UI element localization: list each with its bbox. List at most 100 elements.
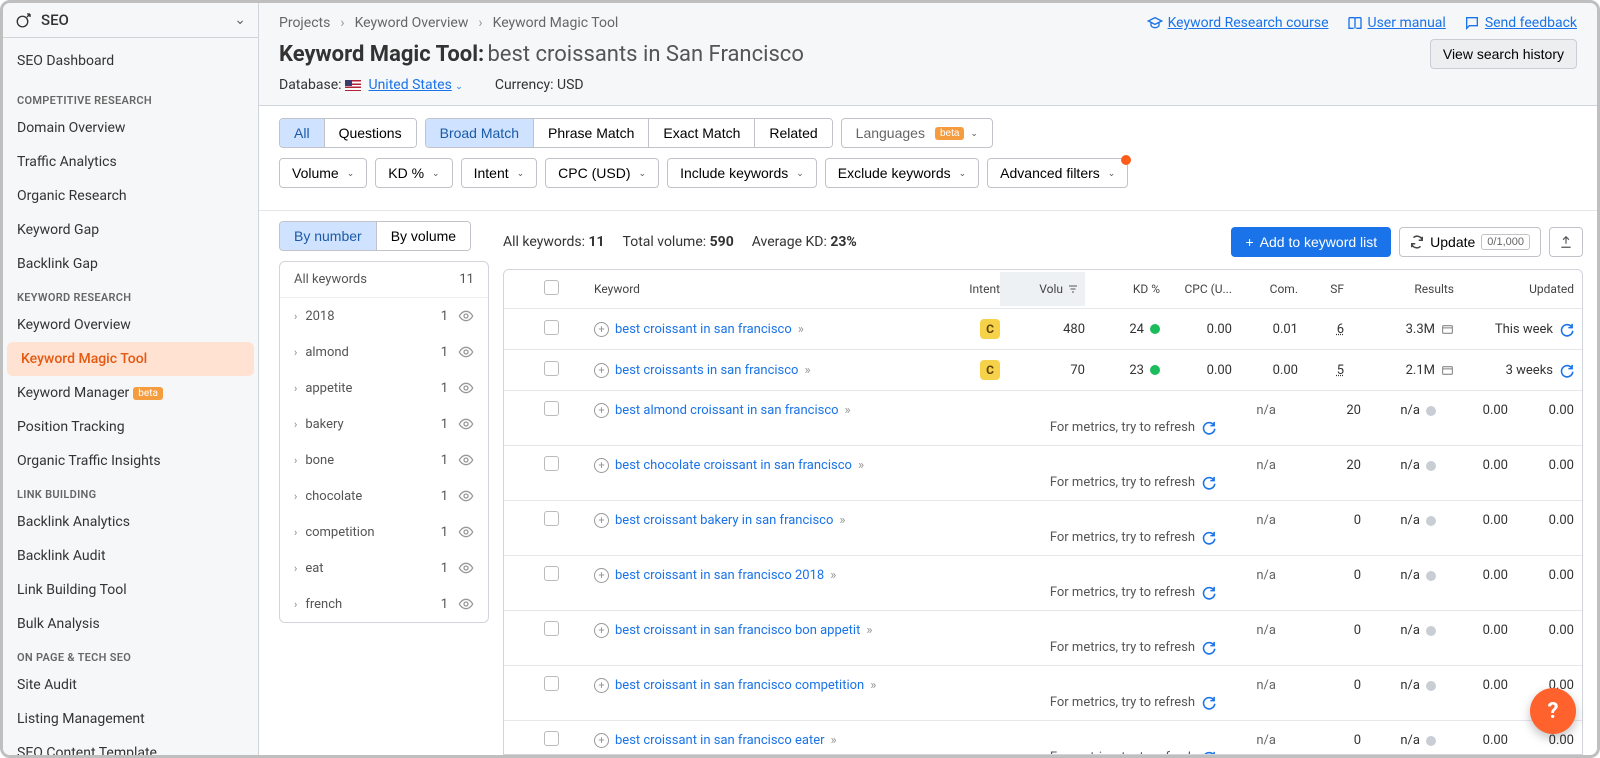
expand-icon[interactable]: » — [845, 403, 851, 418]
refresh-row-button[interactable] — [1201, 420, 1216, 435]
filter-button[interactable]: CPC (USD) ⌄ — [545, 158, 659, 188]
keyword-link[interactable]: +best croissants in san francisco» — [594, 363, 940, 378]
refresh-icon[interactable] — [1201, 420, 1216, 435]
refresh-row-button[interactable] — [1201, 475, 1216, 490]
sidebar-item[interactable]: Backlink Analytics — [3, 505, 258, 539]
eye-icon[interactable] — [458, 344, 474, 360]
col-com[interactable]: Com. — [1232, 282, 1298, 296]
add-icon[interactable]: + — [594, 403, 609, 418]
row-checkbox[interactable] — [544, 401, 559, 416]
col-cpc[interactable]: CPC (U... — [1160, 282, 1232, 296]
top-link[interactable]: User manual — [1347, 15, 1446, 31]
add-to-list-button[interactable]: + Add to keyword list — [1231, 227, 1391, 257]
expand-icon[interactable]: » — [831, 733, 837, 748]
row-checkbox[interactable] — [544, 456, 559, 471]
expand-icon[interactable]: » — [866, 623, 872, 638]
keyword-link[interactable]: +best almond croissant in san francisco» — [594, 403, 1216, 418]
filter-button[interactable]: Advanced filters ⌄ — [987, 158, 1128, 188]
keyword-link[interactable]: +best chocolate croissant in san francis… — [594, 458, 1216, 473]
by-number-button[interactable]: By number — [280, 222, 377, 250]
row-checkbox[interactable] — [544, 621, 559, 636]
by-volume-button[interactable]: By volume — [377, 222, 470, 250]
refresh-icon[interactable] — [1201, 695, 1216, 710]
add-icon[interactable]: + — [594, 513, 609, 528]
select-all-checkbox[interactable] — [544, 280, 559, 295]
add-icon[interactable]: + — [594, 363, 609, 378]
add-icon[interactable]: + — [594, 322, 609, 337]
sidebar-item[interactable]: Organic Research — [3, 179, 258, 213]
eye-icon[interactable] — [458, 416, 474, 432]
expand-icon[interactable]: » — [804, 363, 810, 378]
row-checkbox[interactable] — [544, 676, 559, 691]
sidebar-item[interactable]: Link Building Tool — [3, 573, 258, 607]
tab-phrase[interactable]: Phrase Match — [534, 119, 649, 147]
col-volume[interactable]: Volu — [1000, 272, 1085, 306]
eye-icon[interactable] — [458, 560, 474, 576]
sidebar-section-toggle[interactable]: SEO ⌄ — [3, 3, 258, 38]
group-item[interactable]: ›bakery1 — [280, 406, 488, 442]
eye-icon[interactable] — [458, 488, 474, 504]
keyword-link[interactable]: +best croissant in san francisco» — [594, 322, 940, 337]
top-link[interactable]: Keyword Research course — [1147, 15, 1329, 31]
col-sf[interactable]: SF — [1298, 282, 1344, 296]
refresh-icon[interactable] — [1201, 640, 1216, 655]
row-checkbox[interactable] — [544, 566, 559, 581]
col-results[interactable]: Results — [1344, 282, 1454, 296]
add-icon[interactable]: + — [594, 568, 609, 583]
sidebar-item[interactable]: Backlink Audit — [3, 539, 258, 573]
sidebar-item[interactable]: Keyword Gap — [3, 213, 258, 247]
help-fab[interactable]: ? — [1530, 688, 1576, 734]
expand-icon[interactable]: » — [798, 322, 804, 337]
filter-button[interactable]: Volume ⌄ — [279, 158, 367, 188]
filter-button[interactable]: KD % ⌄ — [375, 158, 452, 188]
sidebar-item[interactable]: Organic Traffic Insights — [3, 444, 258, 478]
group-item[interactable]: ›appetite1 — [280, 370, 488, 406]
keyword-link[interactable]: +best croissant in san francisco 2018» — [594, 568, 1216, 583]
tab-broad[interactable]: Broad Match — [426, 119, 534, 147]
refresh-icon[interactable] — [1201, 585, 1216, 600]
database-link[interactable]: United States — [368, 77, 451, 93]
sidebar-item[interactable]: Backlink Gap — [3, 247, 258, 281]
refresh-icon[interactable] — [1201, 530, 1216, 545]
eye-icon[interactable] — [458, 596, 474, 612]
refresh-row-button[interactable] — [1559, 322, 1574, 337]
sidebar-item[interactable]: Domain Overview — [3, 111, 258, 145]
keyword-link[interactable]: +best croissant bakery in san francisco» — [594, 513, 1216, 528]
expand-icon[interactable]: » — [839, 513, 845, 528]
col-keyword[interactable]: Keyword — [594, 282, 940, 296]
filter-button[interactable]: Intent ⌄ — [461, 158, 538, 188]
keyword-link[interactable]: +best croissant in san francisco eater» — [594, 733, 1216, 748]
eye-icon[interactable] — [458, 452, 474, 468]
add-icon[interactable]: + — [594, 678, 609, 693]
breadcrumb-item[interactable]: Keyword Magic Tool — [493, 15, 619, 31]
refresh-row-button[interactable] — [1201, 695, 1216, 710]
row-checkbox[interactable] — [544, 731, 559, 746]
top-link[interactable]: Send feedback — [1464, 15, 1577, 31]
sidebar-item[interactable]: Listing Management — [3, 702, 258, 736]
eye-icon[interactable] — [458, 308, 474, 324]
expand-icon[interactable]: » — [830, 568, 836, 583]
refresh-row-button[interactable] — [1201, 640, 1216, 655]
group-header[interactable]: All keywords 11 — [280, 262, 488, 298]
col-kd[interactable]: KD % — [1085, 282, 1160, 296]
refresh-row-button[interactable] — [1559, 363, 1574, 378]
refresh-icon[interactable] — [1559, 322, 1574, 337]
col-intent[interactable]: Intent — [940, 282, 1000, 296]
sidebar-item[interactable]: Keyword Magic Tool — [7, 342, 254, 376]
filter-button[interactable]: Include keywords ⌄ — [667, 158, 817, 188]
sidebar-item[interactable]: Site Audit — [3, 668, 258, 702]
tab-related[interactable]: Related — [755, 119, 831, 147]
tab-all[interactable]: All — [280, 119, 325, 147]
group-item[interactable]: ›eat1 — [280, 550, 488, 586]
add-icon[interactable]: + — [594, 623, 609, 638]
refresh-row-button[interactable] — [1201, 585, 1216, 600]
sidebar-item[interactable]: Keyword Overview — [3, 308, 258, 342]
sidebar-item[interactable]: Bulk Analysis — [3, 607, 258, 641]
group-item[interactable]: ›french1 — [280, 586, 488, 622]
add-icon[interactable]: + — [594, 733, 609, 748]
tab-questions[interactable]: Questions — [325, 119, 416, 147]
group-item[interactable]: ›chocolate1 — [280, 478, 488, 514]
expand-icon[interactable]: » — [858, 458, 864, 473]
group-item[interactable]: ›20181 — [280, 298, 488, 334]
add-icon[interactable]: + — [594, 458, 609, 473]
